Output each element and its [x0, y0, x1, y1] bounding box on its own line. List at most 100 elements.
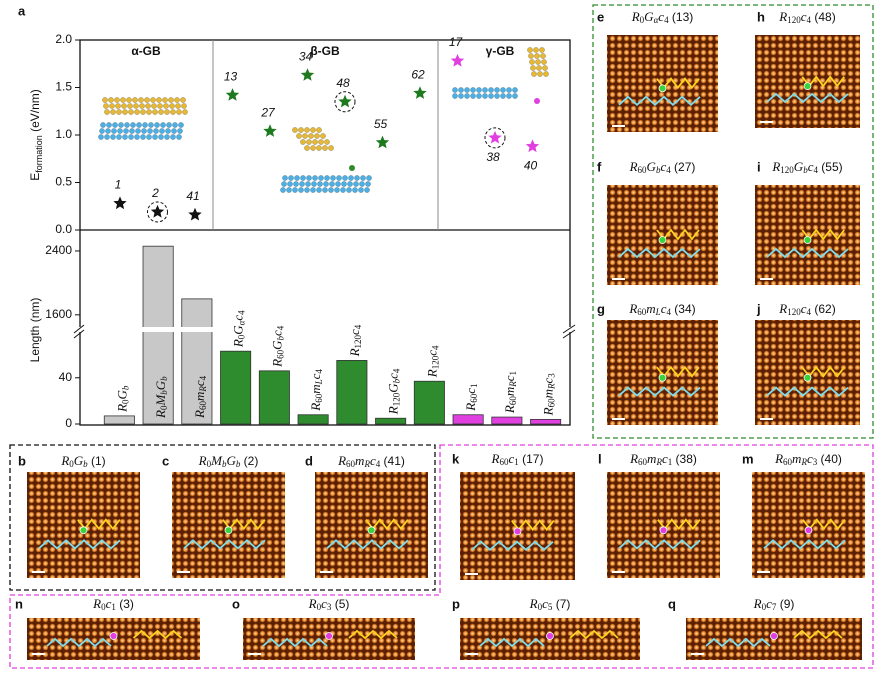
atom	[105, 128, 111, 134]
atom	[535, 59, 541, 65]
bar-label: R0Gb	[114, 385, 130, 413]
atom	[340, 187, 346, 193]
atom	[312, 175, 318, 181]
micrograph	[607, 185, 718, 285]
panel-label: R0Gb (1)	[60, 453, 105, 469]
atom	[292, 127, 298, 133]
atom	[115, 103, 121, 109]
atom	[148, 122, 154, 128]
atom	[122, 109, 128, 115]
atom	[322, 187, 328, 193]
point	[113, 196, 127, 210]
panel-label: R120c4 (48)	[778, 9, 835, 25]
atom	[530, 65, 536, 71]
y-axis-label: Eformation (eV/nm)	[28, 89, 44, 181]
overlay	[326, 539, 409, 550]
panel-letter: l	[598, 451, 602, 466]
marker	[79, 526, 88, 535]
point-label: 2	[151, 186, 159, 200]
panel-letter: i	[757, 159, 761, 174]
highlight-circle	[147, 201, 168, 223]
atom	[335, 181, 341, 187]
atom	[135, 128, 141, 134]
atom	[122, 134, 128, 140]
atom	[178, 122, 184, 128]
point-label: 48	[336, 76, 350, 90]
y-tick-label: 40	[59, 370, 73, 384]
atom	[352, 187, 358, 193]
atom	[176, 109, 182, 115]
atom	[533, 47, 539, 53]
atom	[334, 187, 340, 193]
atom	[476, 93, 482, 99]
break-mark	[562, 324, 576, 339]
atom	[175, 103, 181, 109]
atom	[365, 181, 371, 187]
bar-label: R120c4	[347, 324, 363, 357]
atom	[298, 187, 304, 193]
atom	[126, 97, 132, 103]
micrograph	[752, 472, 865, 578]
atom	[132, 97, 138, 103]
marker	[803, 236, 812, 244]
atom	[304, 127, 310, 133]
atom	[138, 97, 144, 103]
marker	[770, 632, 778, 640]
micrograph	[607, 35, 718, 132]
atom	[154, 122, 160, 128]
atom	[162, 97, 168, 103]
panel-letter: h	[757, 9, 765, 24]
panel-label: R120c4 (62)	[778, 301, 835, 317]
atom	[304, 145, 310, 151]
atom	[163, 103, 169, 109]
marker	[513, 527, 522, 536]
atom	[134, 109, 140, 115]
point	[263, 124, 277, 137]
atom	[158, 109, 164, 115]
atom	[494, 93, 500, 99]
atom	[304, 187, 310, 193]
panel-letter: j	[756, 301, 761, 316]
atom	[139, 103, 145, 109]
point-label: 13	[224, 69, 238, 83]
bar-label: R60Gbc4	[269, 325, 285, 368]
bar-label: R120Gbc4	[386, 368, 402, 415]
atom	[134, 134, 140, 140]
atom	[347, 181, 353, 187]
atom	[364, 187, 370, 193]
marker	[658, 373, 667, 382]
atom	[500, 93, 506, 99]
atom	[539, 47, 545, 53]
atom	[494, 87, 500, 93]
marker	[109, 632, 118, 640]
atom	[150, 97, 156, 103]
micrograph	[172, 472, 285, 578]
atom	[108, 97, 114, 103]
point	[338, 94, 352, 108]
atom	[302, 133, 308, 139]
atom	[98, 134, 104, 140]
y-tick-label: 1.5	[55, 80, 72, 94]
atom	[124, 122, 130, 128]
atom	[346, 187, 352, 193]
panel-letter: q	[668, 596, 676, 611]
atom	[182, 109, 188, 115]
point	[150, 204, 165, 218]
bar-label: R0MbGb	[153, 376, 169, 419]
atom	[534, 98, 540, 104]
atom	[359, 181, 365, 187]
y-tick-label: 2.0	[55, 32, 72, 46]
panel-label: R0c7 (9)	[753, 596, 795, 612]
atom	[310, 127, 316, 133]
micrograph	[755, 320, 860, 425]
overlay	[479, 637, 545, 648]
atom	[482, 93, 488, 99]
atom	[305, 181, 311, 187]
atom	[358, 187, 364, 193]
panel-label: R0MbGb (2)	[198, 453, 259, 469]
atom	[328, 145, 334, 151]
atom	[458, 93, 464, 99]
atom	[329, 181, 335, 187]
bar	[181, 298, 213, 425]
point-label: 17	[449, 35, 464, 49]
